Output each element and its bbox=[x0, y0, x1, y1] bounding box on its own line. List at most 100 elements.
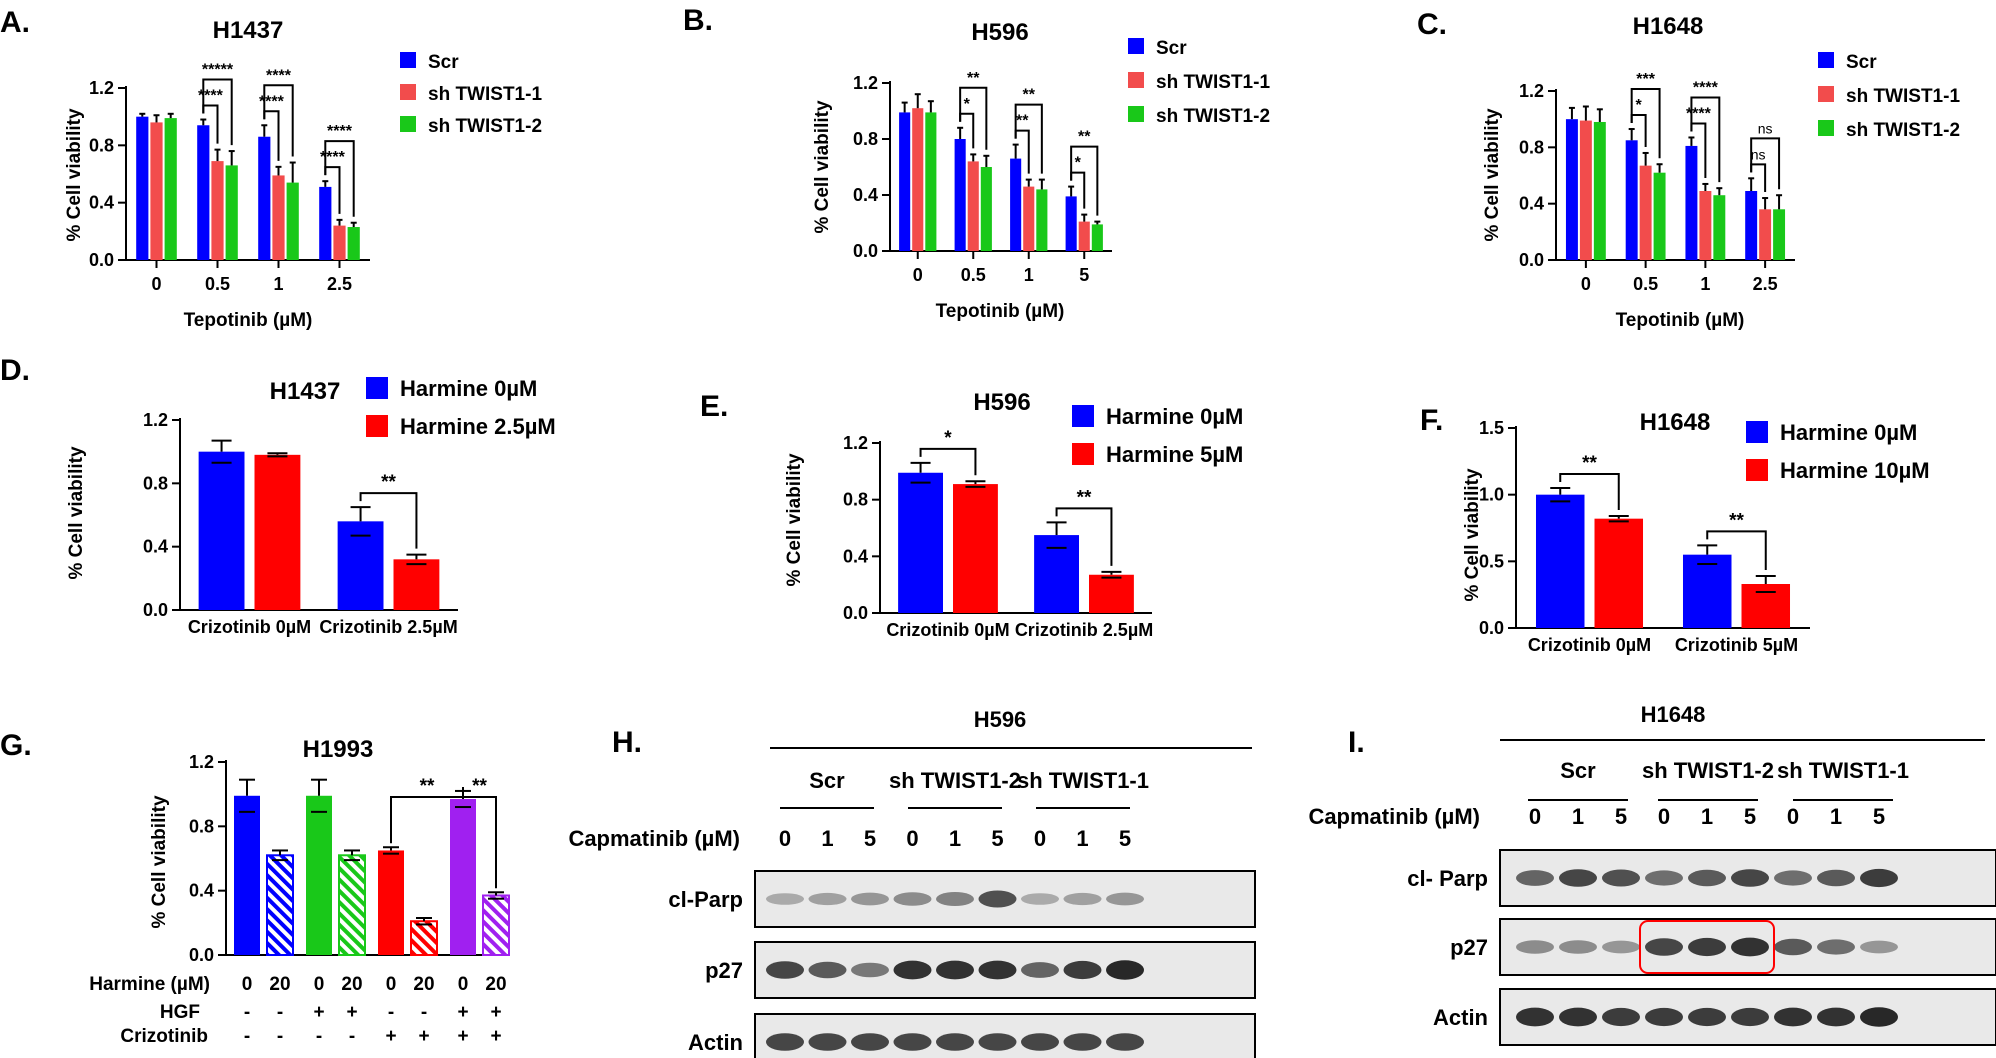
significance-label: ** bbox=[1023, 87, 1036, 104]
crizotinib-sign: - bbox=[244, 1026, 250, 1047]
y-tick-label: 0.4 bbox=[843, 546, 868, 566]
blot-row-label: cl- Parp bbox=[1407, 866, 1488, 891]
blot-band bbox=[808, 961, 847, 979]
significance-label: ** bbox=[420, 776, 435, 797]
bar bbox=[1699, 190, 1712, 260]
legend-swatch bbox=[400, 116, 416, 132]
group-label: sh TWIST1-1 bbox=[1777, 758, 1909, 783]
blot-row-label: Actin bbox=[688, 1030, 743, 1055]
chart-a: A. H1437 0.0 0.4 0.8 1.2% Cell viability 0 0.5 1… bbox=[0, 6, 542, 331]
crizotinib-sign: - bbox=[316, 1026, 322, 1047]
y-tick-label: 1.0 bbox=[1479, 485, 1504, 505]
significance-bracket bbox=[1706, 530, 1767, 570]
bar bbox=[258, 136, 271, 260]
chart-title: H1993 bbox=[303, 736, 374, 763]
significance-label: ** bbox=[1016, 113, 1029, 130]
hgf-sign: + bbox=[313, 1002, 324, 1023]
bar bbox=[912, 108, 924, 251]
panel-label-a: A. bbox=[0, 6, 30, 39]
y-tick-label: 0.8 bbox=[89, 135, 114, 155]
y-tick-label: 1.2 bbox=[843, 433, 868, 453]
significance-bracket bbox=[959, 86, 988, 150]
hgf-sign: - bbox=[421, 1002, 427, 1023]
bar bbox=[378, 850, 404, 955]
legend-swatch bbox=[1746, 421, 1768, 443]
blot-band bbox=[1817, 939, 1855, 955]
row-label-crizotinib: Crizotinib bbox=[120, 1026, 208, 1047]
crizotinib-sign: - bbox=[277, 1026, 283, 1047]
significance-label: **** bbox=[320, 149, 346, 166]
blot-band bbox=[1106, 960, 1144, 980]
blot-band bbox=[893, 1033, 932, 1051]
bar bbox=[266, 854, 294, 956]
legend-label: sh TWIST1-1 bbox=[428, 84, 542, 105]
dose-label: 0 bbox=[779, 826, 791, 851]
significance-label: **** bbox=[259, 93, 285, 110]
group-label: sh TWIST1-2 bbox=[1642, 758, 1774, 783]
panel-label-f: F. bbox=[1420, 404, 1443, 437]
significance-bracket bbox=[1014, 103, 1043, 174]
bar bbox=[1034, 535, 1079, 613]
y-tick-label: 1.2 bbox=[1519, 81, 1544, 101]
crizotinib-sign: + bbox=[490, 1026, 501, 1047]
blot-band bbox=[1021, 1033, 1059, 1051]
blot-band bbox=[978, 1033, 1017, 1051]
dose-label: 5 bbox=[864, 826, 876, 851]
significance-label: *** bbox=[1636, 71, 1655, 88]
bar bbox=[1625, 140, 1638, 260]
x-tick-label: 0 bbox=[151, 274, 161, 294]
x-tick-label: Crizotinib 0µM bbox=[886, 620, 1009, 640]
significance-bracket bbox=[359, 492, 418, 549]
y-tick-label: 0.0 bbox=[853, 241, 878, 261]
x-tick-label: Crizotinib 5µM bbox=[1675, 635, 1798, 655]
y-tick-label: 0.8 bbox=[143, 473, 168, 493]
bar bbox=[272, 175, 285, 260]
blot-row-label: Actin bbox=[1433, 1005, 1488, 1030]
bar bbox=[1741, 584, 1791, 628]
legend-label: sh TWIST1-1 bbox=[1846, 86, 1960, 107]
y-axis-label: % Cell viability bbox=[64, 108, 85, 241]
y-tick-label: 0.4 bbox=[853, 185, 878, 205]
blot-band bbox=[1731, 869, 1769, 887]
blot-band bbox=[1731, 937, 1769, 957]
harmine-dose-label: 0 bbox=[314, 974, 325, 995]
blot-band bbox=[766, 893, 804, 905]
bar bbox=[211, 161, 224, 260]
crizotinib-sign: + bbox=[457, 1026, 468, 1047]
blot-band bbox=[978, 960, 1017, 980]
dose-label: 5 bbox=[1615, 804, 1627, 829]
legend-label: Harmine 10µM bbox=[1780, 458, 1930, 483]
x-tick-label: Crizotinib 0µM bbox=[188, 617, 311, 637]
y-axis-label: % Cell viability bbox=[66, 446, 87, 579]
significance-label: **** bbox=[327, 123, 353, 140]
blot-band bbox=[893, 960, 932, 980]
bar bbox=[898, 472, 943, 613]
bar bbox=[953, 484, 998, 613]
significance-bracket bbox=[202, 78, 233, 146]
significance-label: ns bbox=[1751, 146, 1766, 162]
bar bbox=[1594, 518, 1644, 628]
bar bbox=[225, 165, 238, 260]
group-label: sh TWIST1-2 bbox=[889, 768, 1021, 793]
bar bbox=[347, 227, 360, 260]
blot-band bbox=[1817, 1007, 1855, 1027]
significance-bracket bbox=[324, 140, 355, 217]
bar bbox=[450, 798, 476, 955]
blot-band bbox=[1860, 868, 1898, 888]
panel-label-i: I. bbox=[1348, 726, 1365, 759]
dose-label: 0 bbox=[1529, 804, 1541, 829]
y-tick-label: 0.0 bbox=[89, 250, 114, 270]
crizotinib-sign: + bbox=[385, 1026, 396, 1047]
blot-band bbox=[1516, 1007, 1554, 1027]
bar bbox=[197, 125, 210, 261]
bar bbox=[393, 559, 440, 610]
legend-swatch bbox=[1746, 459, 1768, 481]
legend-label: sh TWIST1-2 bbox=[1156, 106, 1270, 127]
legend-swatch bbox=[1128, 72, 1144, 88]
legend-label: Harmine 5µM bbox=[1106, 442, 1243, 467]
bar bbox=[980, 167, 992, 251]
bar bbox=[1036, 189, 1048, 251]
harmine-dose-label: 20 bbox=[485, 974, 506, 995]
bar bbox=[1759, 209, 1772, 260]
